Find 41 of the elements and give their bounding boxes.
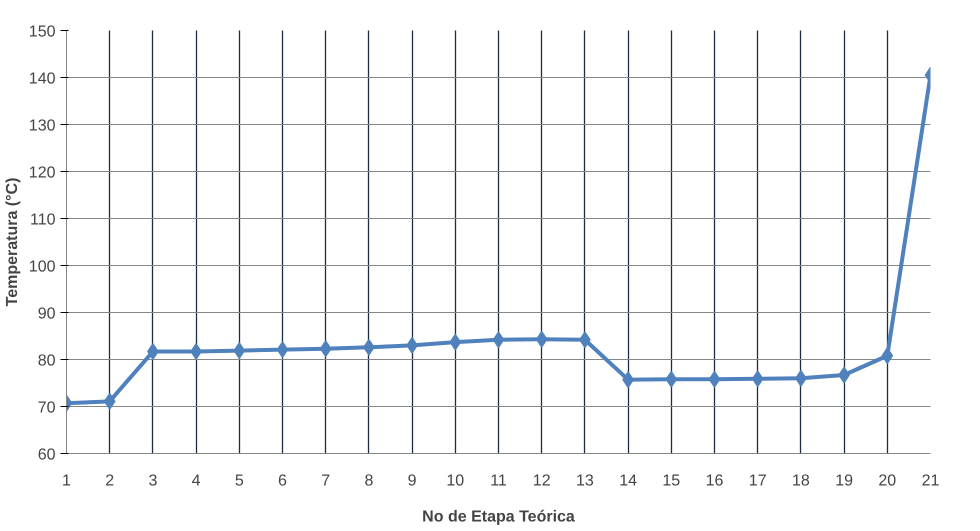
x-tick-label: 11 (490, 472, 507, 490)
x-tick-label: 9 (408, 472, 417, 490)
x-tick-label: 13 (576, 472, 594, 490)
point (104, 392, 116, 410)
x-tick-label: 4 (192, 472, 201, 490)
x-tick-label: 18 (792, 472, 810, 490)
point (449, 334, 462, 351)
point (752, 370, 764, 388)
point (665, 370, 678, 388)
x-tick-label: 16 (706, 472, 724, 490)
x-tick-label: 1 (62, 472, 72, 490)
x-tick-label: 21 (922, 472, 940, 490)
x-tick-label: 7 (321, 472, 330, 490)
y-axis-title: Temperatura (°C) (4, 178, 21, 306)
x-tick-label: 10 (446, 472, 464, 490)
y-tick-label: 60 (38, 446, 56, 464)
y-tick-label: 110 (30, 212, 56, 228)
x-tick-label: 19 (835, 472, 854, 490)
x-tick-label: 14 (619, 472, 638, 490)
x-tick-label: 17 (748, 472, 767, 490)
point (881, 347, 894, 364)
y-tick-label: 90 (38, 306, 56, 322)
y-tick-label: 100 (28, 258, 56, 276)
x-tick-label: 2 (105, 472, 114, 490)
point (233, 342, 246, 360)
x-tick-label: 8 (364, 472, 374, 490)
x-tick-label: 20 (878, 472, 896, 490)
point (320, 340, 332, 358)
point (536, 330, 548, 348)
x-tick-label: 3 (148, 472, 158, 490)
x-tick-label: 12 (532, 472, 551, 490)
y-tick-label: 80 (38, 352, 56, 370)
y-tick-label: 70 (38, 400, 56, 416)
y-tick-label: 120 (28, 164, 56, 182)
y-tick-label: 150 (28, 24, 56, 40)
y-tick-label: 130 (28, 118, 56, 134)
y-tick-label: 140 (28, 70, 56, 88)
x-tick-label: 5 (234, 472, 244, 490)
x-tick-label: 15 (662, 472, 680, 490)
x-tick-label: 6 (278, 472, 288, 490)
x-axis-title: No de Etapa Teórica (422, 508, 575, 526)
